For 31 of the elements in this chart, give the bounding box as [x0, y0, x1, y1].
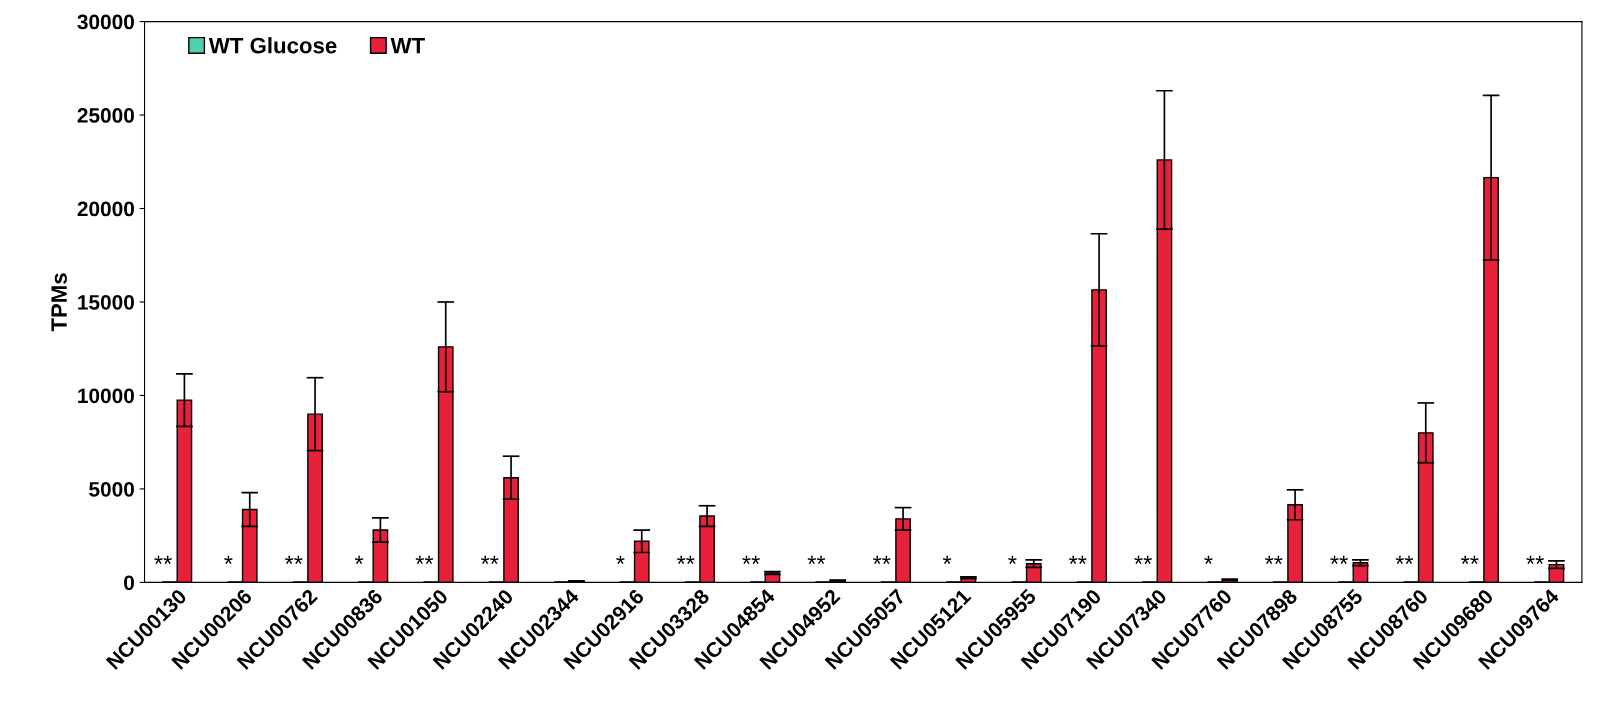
annotation: *: [224, 555, 233, 564]
y-tick-label: 25000: [77, 108, 134, 123]
legend-label: WT: [390, 37, 425, 54]
annotation: **: [1068, 555, 1087, 564]
annotation: **: [284, 555, 303, 564]
annotation: **: [676, 555, 695, 564]
annotation: **: [807, 555, 826, 564]
annotation: **: [742, 555, 760, 564]
annotation: **: [872, 555, 891, 564]
legend-label: WT Glucose: [208, 37, 337, 54]
annotation: **: [480, 555, 499, 564]
annotation: *: [616, 555, 625, 564]
y-axis-title: TPMs: [51, 273, 67, 332]
annotation: **: [1460, 555, 1479, 564]
annotation: **: [154, 555, 172, 564]
annotation: **: [415, 555, 434, 564]
y-tick-label: 20000: [77, 201, 134, 217]
annotation: **: [1264, 555, 1283, 564]
annotation: *: [354, 555, 364, 564]
annotation: *: [1204, 555, 1213, 564]
y-tick-label: 10000: [78, 388, 134, 404]
annotation: **: [1395, 555, 1414, 564]
y-tick-label: 15000: [78, 294, 134, 310]
annotation: **: [1526, 555, 1544, 564]
annotation: **: [1134, 555, 1152, 564]
y-tick-label: 0: [124, 575, 134, 591]
annotation: **: [1330, 555, 1348, 564]
annotation: *: [942, 555, 952, 564]
annotation: *: [1008, 555, 1017, 564]
y-tick-label: 30000: [77, 14, 134, 30]
y-tick-label: 5000: [89, 481, 134, 497]
